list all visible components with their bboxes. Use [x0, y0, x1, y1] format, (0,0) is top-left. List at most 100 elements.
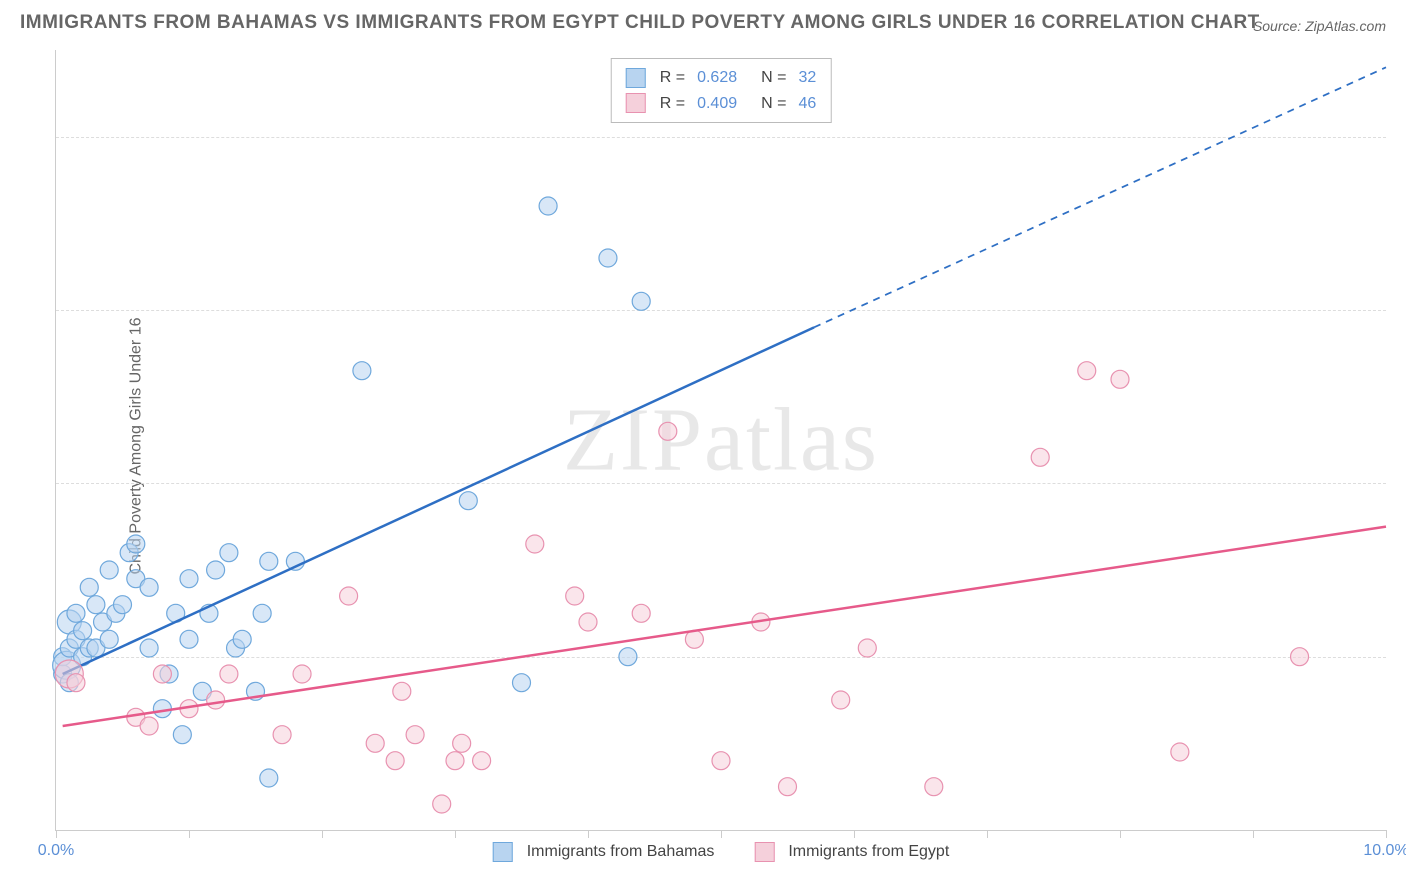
data-point [153, 700, 171, 718]
data-point [140, 639, 158, 657]
data-point [140, 578, 158, 596]
data-point [67, 604, 85, 622]
data-point [539, 197, 557, 215]
scatter-plot: ZIPatlas R = 0.628 N = 32 R = 0.409 N = … [55, 50, 1386, 831]
y-tick-label: 60.0% [1396, 301, 1406, 319]
data-point [114, 596, 132, 614]
data-point [233, 630, 251, 648]
data-point [180, 630, 198, 648]
data-point [433, 795, 451, 813]
data-point [220, 665, 238, 683]
data-point [67, 674, 85, 692]
data-point [619, 648, 637, 666]
data-point [100, 561, 118, 579]
data-point [74, 622, 92, 640]
series-legend: Immigrants from Bahamas Immigrants from … [493, 842, 950, 862]
x-tick [1120, 830, 1121, 838]
data-point [659, 422, 677, 440]
x-tick-label: 0.0% [38, 842, 74, 860]
x-tick-label: 10.0% [1363, 842, 1406, 860]
swatch-egypt [626, 93, 646, 113]
x-tick [322, 830, 323, 838]
source-attribution: Source: ZipAtlas.com [1253, 18, 1386, 34]
y-tick-label: 80.0% [1396, 128, 1406, 146]
legend-label-bahamas: Immigrants from Bahamas [527, 843, 715, 861]
data-point [220, 544, 238, 562]
legend-item-bahamas: Immigrants from Bahamas [493, 842, 715, 862]
data-point [712, 752, 730, 770]
swatch-bahamas [626, 68, 646, 88]
data-point [1031, 448, 1049, 466]
data-point [446, 752, 464, 770]
n-value-bahamas: 32 [798, 65, 816, 91]
data-point [1291, 648, 1309, 666]
x-tick [987, 830, 988, 838]
n-value-egypt: 46 [798, 91, 816, 117]
r-label: R = [660, 65, 685, 91]
x-tick [1253, 830, 1254, 838]
data-point [340, 587, 358, 605]
data-point [526, 535, 544, 553]
y-tick-label: 40.0% [1396, 474, 1406, 492]
data-point [925, 778, 943, 796]
data-point [513, 674, 531, 692]
data-point [127, 535, 145, 553]
data-point [406, 726, 424, 744]
data-point [173, 726, 191, 744]
x-tick [588, 830, 589, 838]
x-tick [1386, 830, 1387, 838]
data-point [1078, 362, 1096, 380]
r-label: R = [660, 91, 685, 117]
x-tick [455, 830, 456, 838]
n-label: N = [761, 91, 786, 117]
data-point [393, 682, 411, 700]
legend-row-egypt: R = 0.409 N = 46 [626, 91, 817, 117]
data-point [386, 752, 404, 770]
data-point [207, 691, 225, 709]
data-point [260, 769, 278, 787]
swatch-bahamas [493, 842, 513, 862]
x-tick [189, 830, 190, 838]
data-point [779, 778, 797, 796]
y-tick-label: 20.0% [1396, 648, 1406, 666]
data-point [453, 734, 471, 752]
legend-row-bahamas: R = 0.628 N = 32 [626, 65, 817, 91]
data-point [832, 691, 850, 709]
r-value-egypt: 0.409 [697, 91, 737, 117]
data-point [473, 752, 491, 770]
data-point [207, 561, 225, 579]
data-point [140, 717, 158, 735]
data-point [459, 492, 477, 510]
swatch-egypt [754, 842, 774, 862]
x-tick [721, 830, 722, 838]
correlation-legend: R = 0.628 N = 32 R = 0.409 N = 46 [611, 58, 832, 123]
x-tick [56, 830, 57, 838]
data-point [566, 587, 584, 605]
legend-item-egypt: Immigrants from Egypt [754, 842, 949, 862]
trend-line [63, 327, 814, 674]
data-point [100, 630, 118, 648]
data-point [180, 570, 198, 588]
data-point [632, 604, 650, 622]
data-point [599, 249, 617, 267]
data-point [80, 578, 98, 596]
data-point [87, 596, 105, 614]
data-point [1171, 743, 1189, 761]
data-point [353, 362, 371, 380]
data-point [632, 292, 650, 310]
x-tick [854, 830, 855, 838]
data-point [366, 734, 384, 752]
n-label: N = [761, 65, 786, 91]
data-point [858, 639, 876, 657]
data-point [253, 604, 271, 622]
chart-title: IMMIGRANTS FROM BAHAMAS VS IMMIGRANTS FR… [20, 12, 1260, 34]
data-point [579, 613, 597, 631]
data-point [293, 665, 311, 683]
trend-line-dashed [814, 67, 1386, 327]
r-value-bahamas: 0.628 [697, 65, 737, 91]
data-point [273, 726, 291, 744]
data-point [153, 665, 171, 683]
data-point [260, 552, 278, 570]
data-point [1111, 370, 1129, 388]
legend-label-egypt: Immigrants from Egypt [788, 843, 949, 861]
